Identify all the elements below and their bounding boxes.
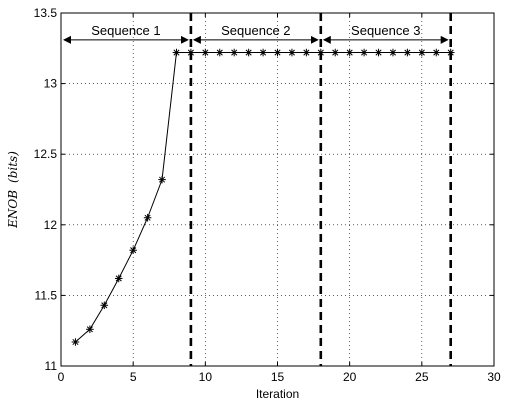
data-point [129, 246, 137, 255]
enob-series [71, 48, 455, 346]
y-tick-label: 13 [44, 77, 58, 91]
y-tick-label: 11.5 [35, 288, 58, 302]
x-tick-label: 0 [58, 370, 65, 384]
data-point-stroke [332, 49, 339, 56]
sequence-annotations: Sequence 1 Sequence 2 Sequence 3 [63, 23, 449, 44]
data-point-stroke [72, 338, 79, 346]
data-point-stroke [418, 49, 425, 56]
data-point-stroke [231, 49, 238, 56]
series-line [75, 52, 451, 343]
x-tick-label: 15 [271, 370, 285, 384]
data-point [71, 338, 80, 346]
data-point [172, 48, 181, 57]
y-axis-label-unit: (bits) [6, 151, 20, 183]
data-point-stroke [130, 247, 137, 254]
sequence-label: Sequence 1 [91, 23, 160, 38]
data-point-stroke [389, 49, 397, 56]
data-point-stroke [274, 49, 281, 56]
data-point-stroke [245, 49, 252, 56]
data-point [288, 48, 296, 57]
data-point [389, 48, 397, 57]
data-point [259, 48, 267, 57]
data-point [345, 48, 354, 57]
data-point-stroke [101, 302, 108, 309]
x-tick-label: 10 [199, 370, 213, 384]
data-point-stroke [260, 49, 267, 56]
y-tick-label: 12.5 [34, 147, 58, 161]
x-tick-label: 20 [343, 370, 357, 384]
sequence-label: Sequence 2 [221, 23, 290, 38]
data-point [230, 48, 238, 57]
data-point [446, 48, 455, 57]
data-point-stroke [216, 49, 223, 56]
data-point-stroke [303, 49, 310, 56]
y-axis-label: ENOB (bits) [4, 151, 21, 229]
data-point-stroke [317, 49, 324, 56]
data-point [201, 48, 210, 57]
x-tick-label: 5 [130, 370, 137, 384]
data-point-stroke [173, 49, 180, 56]
y-tick-label: 13.5 [34, 6, 58, 20]
data-point-stroke [346, 49, 353, 56]
data-point [114, 274, 123, 283]
data-point [86, 325, 94, 334]
data-point-stroke [144, 214, 151, 221]
data-point [100, 301, 109, 310]
data-point-stroke [202, 49, 209, 56]
data-point [215, 48, 224, 57]
data-point [317, 48, 325, 57]
data-point [331, 48, 340, 57]
data-point [302, 48, 311, 57]
y-axis-label-main: ENOB [6, 190, 20, 229]
data-point [273, 48, 282, 57]
y-tick-label: 11 [45, 359, 58, 373]
data-point-stroke [86, 326, 93, 333]
data-point [360, 48, 368, 57]
data-point [432, 48, 441, 57]
x-tick-label: 25 [415, 370, 429, 384]
data-point [403, 48, 412, 57]
data-point [418, 48, 426, 57]
x-tick-label: 30 [487, 370, 501, 384]
axis-ticks: 0 5 10 15 20 25 30 11 11.5 12 12.5 13 13.5 [34, 6, 501, 384]
grid-layer [61, 13, 494, 366]
data-point-stroke [361, 49, 368, 56]
data-point [187, 48, 195, 57]
data-point-stroke [187, 49, 194, 56]
data-point-stroke [433, 49, 440, 56]
data-point-stroke [288, 49, 295, 56]
x-axis-label: Iteration [256, 387, 299, 401]
data-point [143, 213, 152, 222]
sequence-boundaries [189, 13, 453, 366]
data-point [374, 48, 383, 57]
data-point-stroke [447, 49, 454, 56]
data-point [244, 48, 253, 57]
data-point-stroke [375, 49, 382, 56]
data-point-stroke [115, 275, 122, 282]
data-point-stroke [158, 176, 166, 183]
data-point-stroke [404, 49, 411, 56]
y-tick-label: 12 [44, 218, 58, 232]
data-point [158, 175, 166, 184]
sequence-label: Sequence 3 [351, 23, 420, 38]
